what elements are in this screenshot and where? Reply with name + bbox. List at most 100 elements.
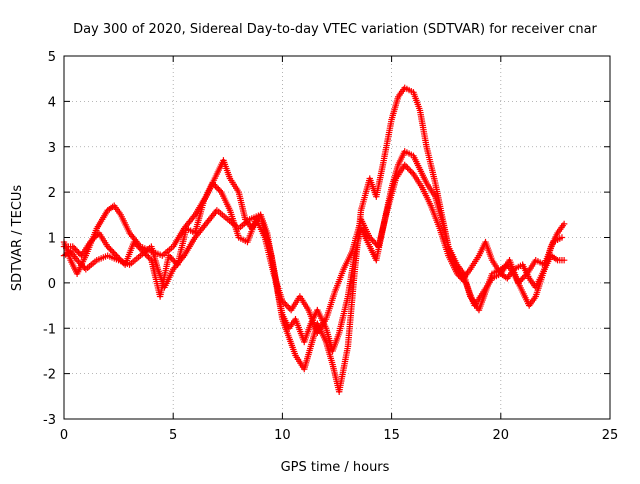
data-point xyxy=(283,302,290,309)
data-point xyxy=(110,249,117,256)
data-point xyxy=(282,300,289,308)
data-point xyxy=(108,247,116,255)
data-point xyxy=(70,244,78,252)
y-tick-label: 2 xyxy=(48,186,56,201)
data-point xyxy=(213,184,221,191)
data-point xyxy=(75,249,82,256)
data-point xyxy=(215,185,222,193)
data-point xyxy=(165,252,173,259)
data-point xyxy=(69,243,76,250)
data-point xyxy=(143,252,151,259)
data-point xyxy=(107,246,114,253)
data-point xyxy=(136,244,143,252)
data-point xyxy=(370,238,378,246)
data-point xyxy=(558,234,566,241)
data-point xyxy=(116,255,123,262)
data-point xyxy=(72,246,79,253)
data-point xyxy=(517,276,525,284)
data-point xyxy=(369,237,376,244)
data-point xyxy=(458,275,465,282)
data-point xyxy=(453,270,461,277)
series-trace-c xyxy=(60,161,566,336)
data-point xyxy=(142,250,149,258)
data-point xyxy=(167,253,174,261)
data-point xyxy=(76,260,84,267)
y-tick-label: 1 xyxy=(48,232,56,247)
data-point xyxy=(459,276,467,284)
data-point xyxy=(560,256,568,264)
data-point xyxy=(89,235,97,243)
data-point xyxy=(130,238,138,246)
data-point xyxy=(407,167,414,175)
data-point xyxy=(210,181,218,188)
data-point xyxy=(91,234,98,241)
x-tick-label: 15 xyxy=(383,428,400,443)
data-point xyxy=(522,272,529,279)
y-axis-label: SDTVAR / TECUs xyxy=(10,185,25,292)
data-point xyxy=(520,273,528,281)
data-point xyxy=(114,253,122,261)
data-point xyxy=(140,249,148,256)
data-point xyxy=(145,253,152,261)
data-point xyxy=(171,258,178,265)
data-point xyxy=(515,279,522,287)
series-trace-a xyxy=(60,84,568,395)
data-point xyxy=(75,258,82,265)
data-point xyxy=(137,246,145,253)
data-point xyxy=(119,258,126,265)
y-axis-ticks: -3 -2 -1 0 1 2 3 4 5 xyxy=(43,50,610,428)
data-point xyxy=(87,238,94,246)
data-point xyxy=(133,241,140,249)
data-point xyxy=(216,187,223,194)
data-point xyxy=(105,244,113,252)
x-tick-label: 10 xyxy=(274,428,291,443)
data-point xyxy=(170,256,177,264)
data-point xyxy=(279,297,286,305)
data-point xyxy=(92,232,100,240)
grid-lines xyxy=(64,56,610,419)
chart-title: Day 300 of 2020, Sidereal Day-to-day VTE… xyxy=(73,22,597,37)
data-point xyxy=(212,182,219,190)
data-point xyxy=(209,179,216,187)
data-point xyxy=(146,255,154,262)
y-tick-label: -3 xyxy=(43,413,56,428)
data-point xyxy=(73,247,81,255)
data-point xyxy=(78,261,85,268)
data-point xyxy=(104,243,111,250)
data-point xyxy=(560,220,568,228)
y-tick-label: -2 xyxy=(43,368,56,383)
x-tick-label: 0 xyxy=(60,428,68,443)
x-tick-label: 5 xyxy=(169,428,177,443)
data-point xyxy=(405,166,413,173)
data-point xyxy=(461,278,468,285)
data-point xyxy=(88,237,95,244)
data-point xyxy=(73,256,81,264)
data-point xyxy=(135,243,142,250)
data-point xyxy=(111,250,119,258)
data-point xyxy=(456,273,464,281)
data-point xyxy=(402,163,410,170)
data-points xyxy=(60,84,568,395)
data-point xyxy=(516,278,523,285)
y-tick-label: 5 xyxy=(48,50,56,65)
x-tick-label: 25 xyxy=(602,428,619,443)
data-point xyxy=(132,240,139,247)
data-point xyxy=(368,235,375,243)
data-point xyxy=(366,234,373,241)
y-tick-label: 4 xyxy=(48,95,56,110)
data-point xyxy=(372,240,379,247)
data-point xyxy=(401,161,408,169)
data-point xyxy=(113,252,120,259)
y-tick-label: 0 xyxy=(48,277,56,292)
data-point xyxy=(408,169,416,176)
data-point xyxy=(455,272,462,279)
x-tick-label: 20 xyxy=(493,428,510,443)
y-tick-label: 3 xyxy=(48,141,56,156)
y-tick-label: -1 xyxy=(43,322,56,337)
x-axis-label: GPS time / hours xyxy=(281,460,390,475)
data-point xyxy=(168,255,175,262)
x-axis-ticks: 0 5 10 15 20 25 xyxy=(60,56,618,443)
data-point xyxy=(79,263,87,270)
